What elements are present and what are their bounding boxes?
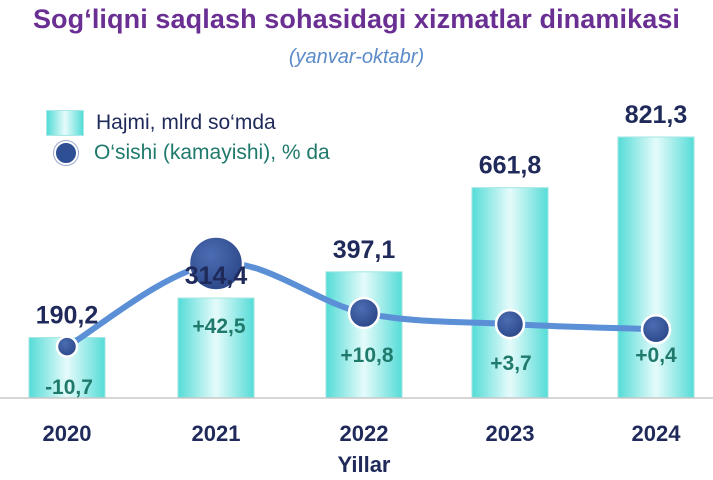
x-tick-label: 2021: [192, 421, 241, 446]
bar-2022: [325, 271, 403, 399]
x-axis-title: Yillar: [338, 452, 391, 477]
x-tick-label: 2020: [43, 421, 92, 446]
bar-value-label: 397,1: [333, 236, 396, 264]
chart-title: Sog‘liqni saqlash sohasidagi xizmatlar d…: [32, 4, 681, 34]
bar-value-label: 314,4: [185, 262, 248, 290]
x-tick-label: 2024: [632, 421, 682, 446]
bar-2024: [617, 136, 695, 399]
growth-value-label: -10,7: [45, 376, 93, 399]
x-tick-label: 2022: [340, 421, 389, 446]
growth-value-label: +10,8: [340, 344, 393, 367]
growth-value-label: +3,7: [490, 352, 531, 375]
bar-value-label: 661,8: [479, 152, 542, 180]
legend-label-volume: Hajmi, mlrd so‘mda: [96, 111, 276, 134]
bar-value-label: 190,2: [36, 302, 99, 330]
bar-2023: [471, 187, 549, 399]
x-tick-label: 2023: [486, 421, 535, 446]
growth-point-2021: [187, 235, 245, 292]
growth-point-2024: [640, 314, 672, 345]
growth-value-label: +0,4: [635, 344, 677, 367]
chart-subtitle: (yanvar-oktabr): [288, 46, 425, 68]
bar-value-label: 821,3: [625, 101, 688, 129]
legend-item-volume: Hajmi, mlrd so‘mda: [46, 108, 276, 138]
growth-value-label: +42,5: [192, 315, 245, 338]
legend-label-growth: O‘sishi (kamayishi), % da: [94, 141, 330, 164]
legend-bar-swatch: [46, 110, 84, 136]
growth-point-2023: [494, 308, 526, 340]
growth-point-2022: [347, 296, 381, 330]
legend-dot-swatch: [54, 141, 78, 165]
legend-item-growth: O‘sishi (kamayishi), % da: [46, 138, 330, 168]
growth-point-2020: [55, 335, 79, 358]
bar-2021: [177, 297, 255, 399]
